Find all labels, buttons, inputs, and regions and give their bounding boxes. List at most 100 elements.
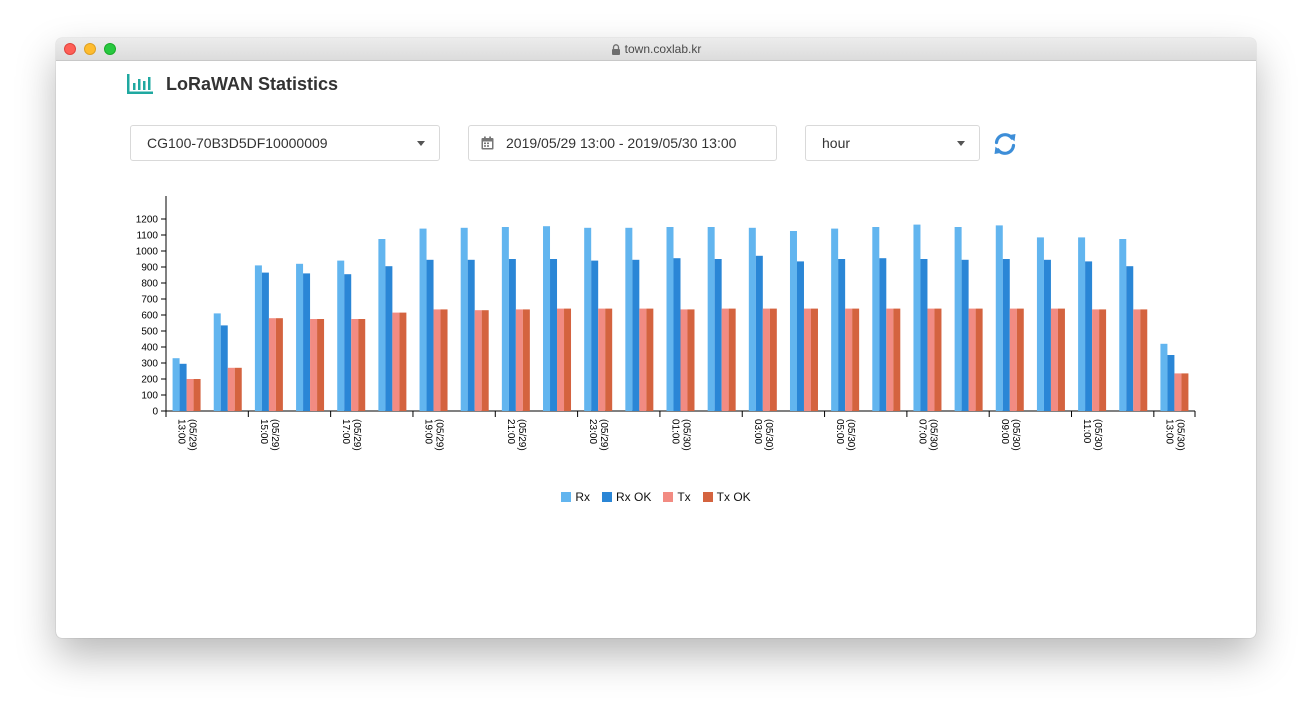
bar-rx-ok bbox=[838, 259, 846, 411]
bar-tx bbox=[968, 308, 976, 411]
y-tick-label: 600 bbox=[141, 311, 158, 322]
address-bar[interactable]: town.coxlab.kr bbox=[56, 38, 1256, 60]
bar-chart-icon bbox=[127, 74, 153, 94]
chevron-down-icon bbox=[417, 141, 425, 146]
bar-tx bbox=[474, 310, 482, 411]
chevron-down-icon bbox=[957, 141, 965, 146]
bar-rx-ok bbox=[385, 266, 393, 411]
bar-tx-ok bbox=[564, 308, 572, 411]
bar-tx bbox=[598, 308, 606, 411]
chart-legend: Rx Rx OK Tx Tx OK bbox=[56, 489, 1256, 505]
minimize-window-button[interactable] bbox=[84, 43, 96, 55]
date-range-value: 2019/05/29 13:00 - 2019/05/30 13:00 bbox=[506, 135, 737, 151]
y-tick-label: 700 bbox=[141, 295, 158, 306]
calendar-icon bbox=[481, 136, 494, 150]
bar-rx-ok bbox=[591, 260, 599, 411]
bar-tx-ok bbox=[440, 309, 448, 411]
bar-tx bbox=[762, 308, 770, 411]
bar-tx bbox=[1050, 308, 1058, 411]
page-header: LoRaWAN Statistics bbox=[126, 72, 338, 96]
bar-tx-ok bbox=[605, 308, 613, 411]
legend-label: Rx OK bbox=[615, 490, 652, 504]
legend-label: Tx bbox=[677, 490, 691, 504]
bar-tx-ok bbox=[399, 312, 407, 411]
bar-tx bbox=[1092, 309, 1100, 411]
x-tick-label: 17:00 bbox=[340, 419, 351, 444]
bar-rx bbox=[707, 227, 715, 411]
bar-tx-ok bbox=[975, 308, 983, 411]
bar-rx-ok bbox=[1085, 261, 1093, 411]
x-tick-label: 13:00 bbox=[176, 419, 187, 444]
bar-tx-ok bbox=[728, 308, 736, 411]
x-tick-label: (05/29) bbox=[269, 419, 280, 451]
stats-chart: 0 100 200 300 400 500 600 700 800 900 1000 1100 1200… bbox=[136, 196, 1196, 451]
legend-swatch bbox=[663, 492, 674, 502]
device-select[interactable]: CG100-70B3D5DF10000009 bbox=[130, 125, 440, 161]
y-tick-label: 300 bbox=[141, 359, 158, 370]
legend-swatch bbox=[601, 492, 612, 502]
bar-rx bbox=[789, 231, 797, 411]
bar-rx-ok bbox=[303, 273, 311, 411]
x-tick-label: 15:00 bbox=[258, 419, 269, 444]
close-window-button[interactable] bbox=[64, 43, 76, 55]
bar-tx bbox=[1174, 373, 1182, 411]
bar-tx-ok bbox=[1057, 308, 1065, 411]
bar-tx-ok bbox=[193, 379, 201, 411]
bar-tx-ok bbox=[275, 318, 283, 411]
y-tick-label: 900 bbox=[141, 263, 158, 274]
bar-tx-ok bbox=[810, 308, 818, 411]
bar-tx-ok bbox=[481, 310, 489, 411]
bar-tx-ok bbox=[358, 319, 366, 411]
bar-tx bbox=[557, 308, 565, 411]
bar-rx-ok bbox=[344, 274, 352, 411]
interval-select[interactable]: hour bbox=[805, 125, 980, 161]
bar-rx-ok bbox=[220, 325, 228, 411]
y-tick-label: 0 bbox=[152, 407, 158, 418]
bar-tx bbox=[392, 312, 400, 411]
bar-tx-ok bbox=[893, 308, 901, 411]
title-bar: town.coxlab.kr bbox=[56, 38, 1256, 61]
x-tick-label: (05/29) bbox=[351, 419, 362, 451]
legend-item-rx[interactable]: Rx bbox=[561, 489, 590, 505]
bar-rx bbox=[831, 228, 839, 411]
x-tick-label: 13:00 bbox=[1163, 419, 1174, 444]
x-tick-label: (05/29) bbox=[516, 419, 527, 451]
bar-tx-ok bbox=[1099, 309, 1107, 411]
bar-rx-ok bbox=[632, 259, 640, 411]
x-tick-label: 03:00 bbox=[752, 419, 763, 444]
bar-tx-ok bbox=[687, 309, 695, 411]
x-tick-label: 23:00 bbox=[587, 419, 598, 444]
bar-rx-ok bbox=[920, 259, 928, 411]
zoom-window-button[interactable] bbox=[104, 43, 116, 55]
legend-item-rx-ok[interactable]: Rx OK bbox=[601, 489, 652, 505]
date-range-picker[interactable]: 2019/05/29 13:00 - 2019/05/30 13:00 bbox=[468, 125, 777, 161]
bar-tx bbox=[803, 308, 811, 411]
bar-tx bbox=[1133, 309, 1141, 411]
bar-tx bbox=[351, 319, 359, 411]
legend-label: Tx OK bbox=[716, 490, 751, 504]
legend-item-tx-ok[interactable]: Tx OK bbox=[702, 489, 751, 505]
bar-rx-ok bbox=[179, 363, 187, 411]
legend-label: Rx bbox=[575, 490, 590, 504]
bar-tx bbox=[310, 319, 318, 411]
bar-rx bbox=[1036, 237, 1044, 411]
legend-item-tx[interactable]: Tx bbox=[663, 489, 691, 505]
x-tick-label: (05/30) bbox=[681, 419, 692, 451]
bar-rx bbox=[1119, 239, 1127, 411]
bar-tx-ok bbox=[646, 308, 654, 411]
bar-rx-ok bbox=[714, 259, 722, 411]
y-tick-label: 800 bbox=[141, 279, 158, 290]
bar-rx bbox=[1078, 237, 1086, 411]
x-tick-label: 11:00 bbox=[1081, 419, 1092, 444]
y-tick-label: 1200 bbox=[136, 215, 159, 226]
bar-tx bbox=[721, 308, 729, 411]
bar-rx bbox=[625, 227, 633, 411]
refresh-button[interactable] bbox=[992, 131, 1018, 157]
bar-tx bbox=[886, 308, 894, 411]
bar-rx bbox=[419, 228, 427, 411]
bar-rx bbox=[501, 227, 509, 411]
x-tick-label: (05/30) bbox=[1174, 419, 1185, 451]
bar-rx bbox=[543, 226, 551, 411]
legend-swatch bbox=[702, 492, 713, 502]
bar-rx bbox=[584, 227, 592, 411]
